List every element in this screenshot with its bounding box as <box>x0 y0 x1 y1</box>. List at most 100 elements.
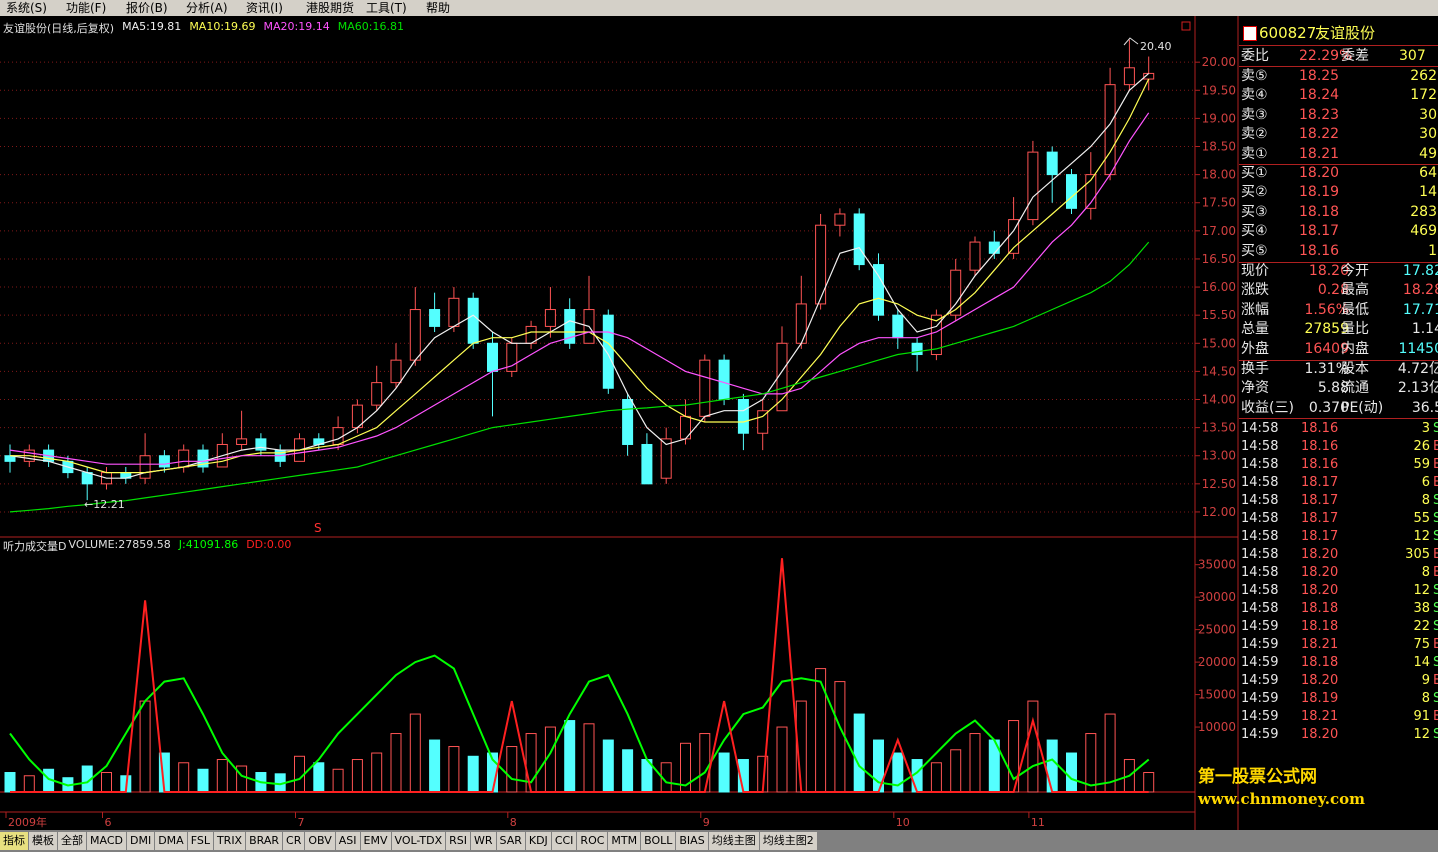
indicator-tab[interactable]: 均线主图 <box>708 832 759 850</box>
quote-cell: 0.370 <box>1308 399 1349 416</box>
indicator-tab[interactable]: BIAS <box>676 832 708 850</box>
quote-cell: 49 <box>1419 145 1437 162</box>
indicator-tab[interactable]: DMI <box>126 832 155 850</box>
y-tick-label: 10000 <box>1198 720 1236 734</box>
menu-item[interactable]: 系统(S) <box>6 1 47 15</box>
indicator-tab[interactable]: 全部 <box>58 832 86 850</box>
trade-price: 18.16 <box>1301 439 1339 454</box>
menu-item[interactable]: 工具(T) <box>366 1 407 15</box>
candle-body <box>988 241 1000 254</box>
trade-time: 14:59 <box>1241 637 1279 652</box>
order-book-row: 买① 18.20 64 <box>1239 164 1438 183</box>
candle-body <box>660 438 672 479</box>
indicator-tab[interactable]: BOLL <box>641 832 676 850</box>
order-book-row: 卖① 18.21 49 <box>1239 145 1438 164</box>
indicator-tab[interactable]: MTM <box>608 832 641 850</box>
volume-header: 听力成交量D VOLUME:27859.58 J:41091.86 DD:0.00 <box>3 538 291 554</box>
trade-row: 14:59 18.20 12 S <box>1239 725 1438 744</box>
order-book-row: 买⑤ 18.16 1 <box>1239 242 1438 261</box>
volume-bar <box>1066 752 1077 793</box>
indicator-tab[interactable]: TRIX <box>213 832 246 850</box>
indicator-tab[interactable]: DMA <box>155 832 187 850</box>
quote-cell: 4.72亿 <box>1397 361 1438 377</box>
indicator-line <box>10 558 1149 793</box>
y-tick-label: 13.00 <box>1202 449 1236 463</box>
volume-bar <box>506 746 518 793</box>
menu-item[interactable]: 港股期货 <box>306 1 355 15</box>
indicator-tab[interactable]: 均线主图2 <box>759 832 817 850</box>
indicator-tab[interactable]: VOL-TDX <box>391 832 446 850</box>
trade-row: 14:58 18.20 8 B <box>1239 563 1438 582</box>
indicator-tab[interactable]: 模板 <box>29 832 57 850</box>
quote-cell: 172 <box>1410 87 1437 104</box>
annotation: S <box>314 521 322 535</box>
candle-body <box>1027 151 1039 221</box>
menu-item[interactable]: 帮助 <box>426 1 451 15</box>
volume-bar <box>101 772 112 793</box>
quote-cell: 1 <box>1428 242 1437 259</box>
trade-side: B <box>1433 457 1438 472</box>
menu-item[interactable]: 分析(A) <box>186 1 228 15</box>
volume-bar <box>815 668 827 793</box>
trade-volume: 59 <box>1413 457 1430 472</box>
indicator-tab[interactable]: MACD <box>87 832 126 850</box>
volume-bar <box>197 768 209 793</box>
candle-body <box>930 314 942 356</box>
candle-body <box>815 224 827 305</box>
trade-side: S <box>1433 493 1438 508</box>
x-tick-label: 7 <box>298 816 305 829</box>
quote-cell: 1.56% <box>1304 301 1349 318</box>
indicator-tab[interactable]: WR <box>470 832 496 850</box>
indicator-tab[interactable]: KDJ <box>525 832 551 850</box>
volume-bar <box>834 681 846 793</box>
quote-cell: 现价 <box>1241 263 1269 279</box>
indicator-tab[interactable]: EMV <box>360 832 391 850</box>
menu-item[interactable]: 报价(B) <box>126 1 168 15</box>
y-tick-label: 20.00 <box>1202 55 1236 69</box>
annotation-pointer <box>1123 37 1139 46</box>
indicator-tab[interactable]: ROC <box>577 832 608 850</box>
quote-cell: 11450 <box>1398 340 1438 357</box>
indicator-tab[interactable]: SAR <box>496 832 525 850</box>
menu-item[interactable]: 功能(F) <box>66 1 107 15</box>
trade-volume: 91 <box>1413 709 1430 724</box>
price-header: 友谊股份(日线,后复权) MA5:19.81 MA10:19.69 MA20:19.… <box>3 20 404 36</box>
quote-cell: 买② <box>1241 184 1268 201</box>
candle-body <box>487 342 498 372</box>
trade-row: 14:58 18.20 305 B <box>1239 545 1438 564</box>
candle-body <box>622 399 634 445</box>
indicator-tab[interactable]: ASI <box>335 832 360 850</box>
chart-title: 友谊股份(日线,后复权) <box>3 22 115 35</box>
quote-cell: 30 <box>1419 106 1437 123</box>
candle-body <box>255 438 267 451</box>
trade-side: B <box>1433 547 1438 562</box>
trade-time: 14:59 <box>1241 619 1279 634</box>
volume-bar <box>622 749 634 793</box>
window-button[interactable] <box>1181 21 1191 31</box>
indicator-tab[interactable]: RSI <box>446 832 470 850</box>
trade-side: B <box>1433 673 1438 688</box>
indicator-tab[interactable]: OBV <box>305 832 335 850</box>
volume-bar <box>930 762 942 793</box>
indicator-tab[interactable]: FSL <box>187 832 213 850</box>
menu-item[interactable]: 资讯(I) <box>246 1 283 15</box>
volume-bar <box>1027 700 1039 793</box>
candle-body <box>371 382 383 406</box>
y-tick-label: 18.00 <box>1202 168 1236 182</box>
candle-body <box>544 309 556 327</box>
volume-bar <box>699 733 711 793</box>
indicator-tab[interactable]: BRAR <box>246 832 283 850</box>
quote-cell: 14 <box>1419 184 1437 201</box>
indicator-tab[interactable]: 指标 <box>0 832 28 850</box>
trade-volume: 6 <box>1421 475 1430 490</box>
candle-body <box>834 213 846 226</box>
y-tick-label: 30000 <box>1198 590 1236 604</box>
trade-price: 18.20 <box>1301 547 1339 562</box>
trade-row: 14:59 18.18 22 S <box>1239 617 1438 636</box>
quote-cell: 卖② <box>1241 126 1268 143</box>
trade-volume: 38 <box>1413 601 1430 616</box>
trade-side: S <box>1433 619 1438 634</box>
indicator-tab[interactable]: CCI <box>551 832 577 850</box>
indicator-tab[interactable]: CR <box>283 832 305 850</box>
trade-volume: 12 <box>1413 583 1430 598</box>
